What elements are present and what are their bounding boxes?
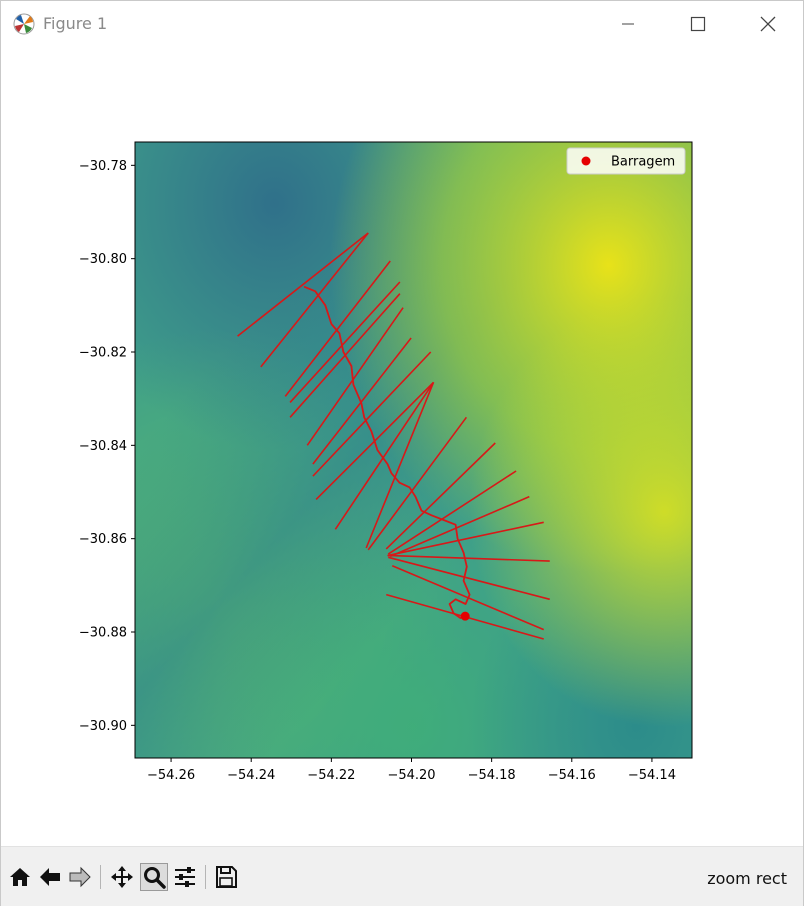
legend: Barragem [566, 147, 686, 175]
toolbar-separator [100, 865, 101, 889]
close-icon [760, 16, 776, 32]
cross-section-15 [389, 495, 530, 558]
cross-section-11 [365, 382, 435, 549]
forward-arrow-icon [69, 866, 91, 888]
x-tick-label: −54.24 [227, 768, 275, 783]
x-tick-label: −54.16 [548, 768, 596, 783]
barragem-point [460, 611, 470, 621]
save-button[interactable] [212, 863, 240, 891]
plot-svg: −54.26 −54.24 −54.22 −54.20 −54.18 −54.16 −54.… [79, 141, 693, 783]
configure-subplots-icon [175, 867, 195, 887]
back-button[interactable] [36, 863, 64, 891]
matplotlib-icon [13, 13, 35, 35]
cross-section-7 [312, 337, 412, 465]
raster-shade [135, 142, 692, 758]
minimize-icon [622, 23, 634, 25]
cross-section-13 [385, 442, 496, 550]
pan-icon [111, 866, 133, 888]
axes-frame [134, 141, 693, 759]
maximize-icon [690, 16, 706, 32]
y-tick-label: −30.86 [79, 532, 127, 547]
cross-section-12 [367, 416, 468, 551]
forward-button[interactable] [66, 863, 94, 891]
cross-section-4 [289, 281, 401, 403]
navigation-toolbar: zoom rect [1, 846, 803, 906]
zoom-icon [144, 867, 166, 889]
y-tick-label: −30.80 [79, 252, 127, 267]
cross-sections [237, 232, 550, 640]
close-button[interactable] [733, 1, 803, 47]
save-icon [216, 866, 237, 888]
y-tick-label: −30.88 [79, 626, 127, 641]
cross-section-6 [306, 307, 404, 446]
x-tick-label: −54.22 [307, 768, 355, 783]
pan-button[interactable] [108, 863, 136, 891]
legend-box [566, 147, 686, 175]
back-arrow-icon [40, 868, 60, 886]
legend-label: Barragem [611, 155, 675, 170]
maximize-button[interactable] [663, 1, 733, 47]
cross-section-16 [388, 521, 544, 557]
configure-subplots-button[interactable] [171, 863, 199, 891]
y-tick-label: −30.84 [79, 439, 127, 454]
x-tick-label: −54.14 [628, 768, 676, 783]
minimize-button[interactable] [593, 1, 663, 47]
title-bar[interactable]: Figure 1 [1, 1, 803, 47]
barragem-points [460, 611, 470, 621]
cross-section-17 [387, 554, 550, 562]
x-tick-label: −54.20 [387, 768, 435, 783]
axes-border [134, 141, 693, 759]
elevation-raster [135, 142, 692, 758]
cross-section-2 [260, 232, 369, 368]
cross-section-18 [388, 556, 550, 601]
y-axis-ticks: −30.78 −30.80 −30.82 −30.84 −30.86 −30.88 −30.… [79, 159, 135, 734]
home-button[interactable] [6, 863, 34, 891]
y-tick-label: −30.82 [79, 346, 127, 361]
river-line [303, 285, 471, 619]
cross-section-3 [284, 260, 391, 397]
toolbar-separator [205, 865, 206, 889]
zoom-button[interactable] [140, 863, 168, 891]
cross-section-1 [237, 232, 369, 337]
home-icon [10, 868, 30, 886]
legend-marker [581, 156, 591, 166]
figure-canvas[interactable]: −54.26 −54.24 −54.22 −54.20 −54.18 −54.16 −54.… [1, 47, 803, 845]
x-tick-label: −54.26 [147, 768, 195, 783]
river-path [303, 285, 471, 619]
x-axis-ticks: −54.26 −54.24 −54.22 −54.20 −54.18 −54.16 −54.… [147, 758, 676, 783]
cross-section-8 [312, 351, 432, 477]
cross-section-10 [334, 381, 435, 530]
window-title: Figure 1 [43, 14, 108, 33]
y-tick-label: −30.90 [79, 719, 127, 734]
cross-section-14 [387, 470, 517, 555]
y-tick-label: −30.78 [79, 159, 127, 174]
status-text: zoom rect [707, 869, 787, 888]
x-tick-label: −54.18 [468, 768, 516, 783]
